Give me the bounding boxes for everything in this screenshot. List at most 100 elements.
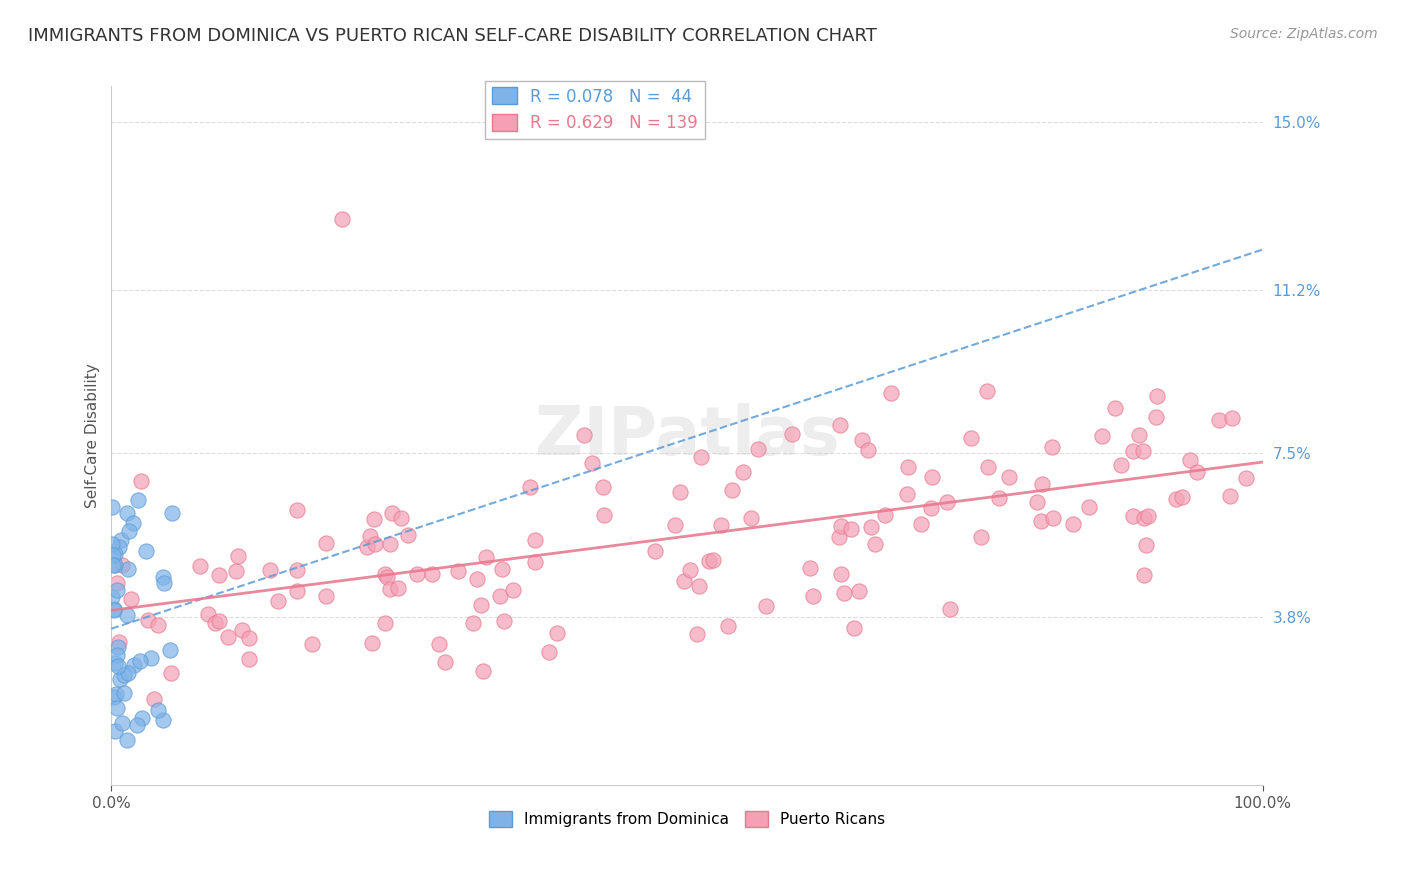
Point (285, 503, 308, 517)
Point (938, 602, 960, 616)
Point (115, 732, 138, 747)
Point (1132, 444, 1154, 458)
Point (204, 615, 226, 630)
Point (103, 602, 125, 616)
Point (830, 418, 852, 433)
Point (921, 470, 943, 484)
Point (120, 592, 142, 607)
Point (848, 583, 870, 598)
Point (364, 537, 387, 551)
Point (1025, 495, 1047, 509)
Point (129, 474, 152, 488)
Point (387, 582, 409, 596)
Point (136, 613, 159, 627)
Point (860, 520, 883, 534)
Point (152, 575, 174, 590)
Point (959, 431, 981, 445)
Point (1136, 508, 1159, 523)
Point (697, 554, 720, 568)
Point (976, 384, 998, 399)
Point (1128, 427, 1150, 442)
Point (502, 582, 524, 597)
Point (117, 506, 139, 520)
Point (936, 495, 959, 509)
Point (896, 486, 918, 500)
Point (721, 483, 744, 497)
Point (801, 590, 824, 604)
Point (238, 652, 260, 666)
Point (112, 668, 135, 682)
Point (433, 655, 456, 669)
Point (148, 618, 170, 632)
Point (1122, 444, 1144, 458)
Point (546, 626, 568, 640)
Point (1208, 413, 1230, 427)
Point (330, 212, 353, 227)
Point (910, 516, 932, 531)
Point (489, 589, 512, 603)
Text: ZIPatlas: ZIPatlas (534, 402, 839, 468)
Point (1091, 429, 1114, 443)
Point (378, 536, 401, 550)
Point (105, 583, 128, 598)
Point (851, 433, 873, 447)
Point (121, 516, 143, 530)
Point (112, 686, 135, 700)
Point (111, 716, 134, 731)
Point (1135, 538, 1157, 552)
Point (447, 565, 470, 579)
Point (107, 640, 129, 655)
Point (315, 536, 337, 550)
Point (572, 428, 595, 442)
Point (1170, 490, 1192, 504)
Point (644, 543, 666, 558)
Point (1122, 508, 1144, 523)
Point (1042, 511, 1064, 525)
Point (830, 567, 852, 582)
Point (375, 569, 398, 583)
Point (1219, 489, 1241, 503)
Point (197, 607, 219, 621)
Point (105, 575, 128, 590)
Point (592, 508, 614, 522)
Legend: Immigrants from Dominica, Puerto Ricans: Immigrants from Dominica, Puerto Ricans (484, 805, 891, 833)
Point (108, 672, 131, 686)
Point (702, 553, 724, 567)
Point (1111, 458, 1133, 472)
Point (842, 622, 865, 636)
Point (1029, 514, 1052, 528)
Point (492, 614, 515, 628)
Point (519, 480, 541, 494)
Point (118, 524, 141, 538)
Point (108, 540, 131, 554)
Point (117, 562, 139, 576)
Point (1185, 465, 1208, 479)
Point (1040, 440, 1063, 454)
Point (1178, 453, 1201, 467)
Point (105, 700, 128, 714)
Point (828, 530, 851, 544)
Point (537, 645, 560, 659)
Point (101, 537, 124, 551)
Point (115, 607, 138, 622)
Point (207, 615, 229, 629)
Point (125, 717, 148, 731)
Point (690, 450, 713, 464)
Point (1078, 500, 1101, 515)
Point (135, 543, 157, 558)
Point (104, 656, 127, 670)
Text: Source: ZipAtlas.com: Source: ZipAtlas.com (1230, 27, 1378, 41)
Point (104, 547, 127, 561)
Point (672, 574, 695, 588)
Point (875, 508, 897, 522)
Point (374, 567, 396, 582)
Point (405, 566, 427, 581)
Point (208, 568, 231, 582)
Point (287, 584, 309, 599)
Point (122, 657, 145, 672)
Point (987, 491, 1010, 505)
Point (267, 594, 290, 608)
Point (104, 687, 127, 701)
Point (897, 459, 920, 474)
Point (111, 558, 134, 572)
